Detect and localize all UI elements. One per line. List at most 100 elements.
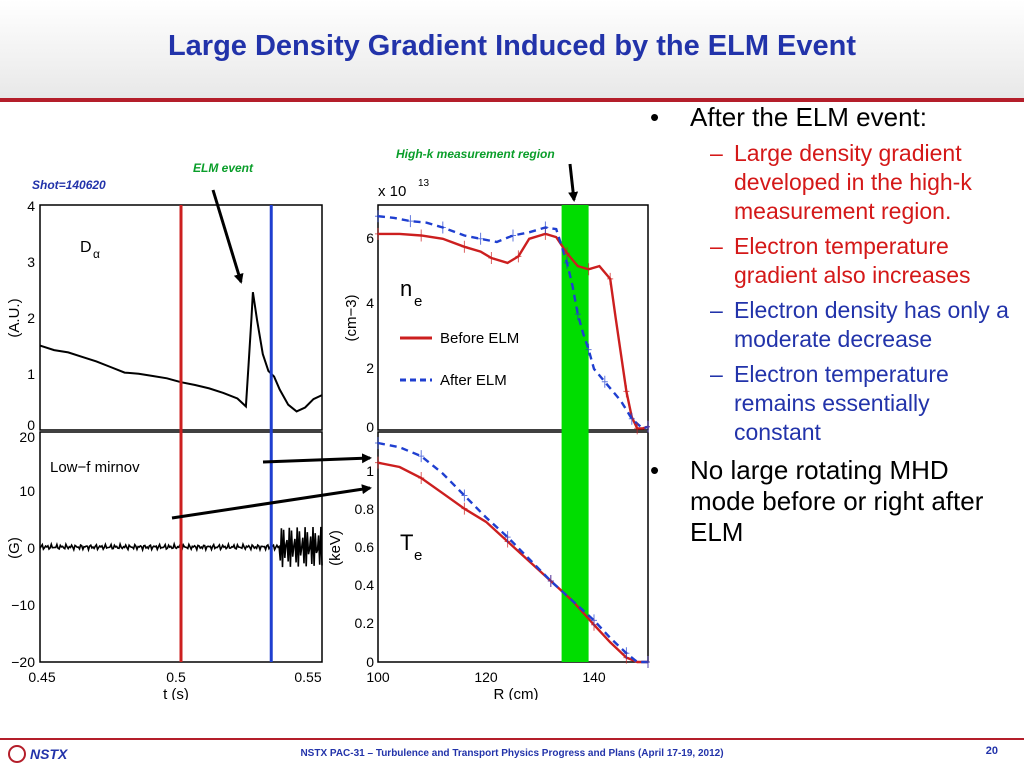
- te-ylabel: (keV): [327, 530, 344, 566]
- panel-te: [377, 431, 649, 663]
- ne-data-point-marker: [628, 412, 635, 425]
- ne-data-point-marker: [375, 210, 381, 223]
- te-after-elm-line: [377, 441, 648, 664]
- te-ytick: 0.4: [355, 577, 375, 593]
- sub-bullet-dash: –: [710, 233, 723, 259]
- bullet-dot: •: [650, 102, 660, 132]
- ne-after-elm-line: [377, 215, 649, 430]
- mirnov-ytick: 10: [19, 483, 35, 499]
- after-elm-arrow: [262, 453, 372, 464]
- bullet-no-mhd: • No large rotating MHD mode before or ri…: [648, 455, 1020, 548]
- sub-bullet-dash: –: [710, 361, 723, 387]
- sub-bullet-temp-gradient: – Electron temperature gradient also incr…: [648, 232, 1020, 290]
- highk-arrow: [568, 163, 579, 202]
- sub-bullet-text: Electron temperature remains essentially…: [734, 361, 949, 445]
- dalpha-label-sub: α: [93, 247, 100, 261]
- ne-data-point-marker: [585, 263, 592, 276]
- elm-event-annotation: ELM event: [193, 161, 254, 175]
- ne-data-point-marker: [375, 227, 381, 240]
- time-xtick: 0.45: [28, 669, 55, 685]
- title-rule: [0, 98, 1024, 102]
- time-xticks: 0.45 0.5 0.55: [28, 669, 321, 685]
- mirnov-label: Low−f mirnov: [50, 459, 140, 476]
- te-data-point-marker: [418, 472, 425, 484]
- before-elm-arrow: [171, 484, 372, 520]
- ne-data-point-marker: [515, 250, 522, 263]
- time-xtick: 0.55: [294, 669, 321, 685]
- te-data-point-marker: [547, 574, 554, 587]
- ne-data-point-marker: [585, 343, 592, 356]
- dalpha-ytick: 4: [27, 198, 35, 214]
- ne-data-point-marker: [510, 229, 516, 242]
- dalpha-ytick: 3: [27, 254, 35, 270]
- ne-label: n: [400, 276, 412, 301]
- mirnov-ytick: −10: [11, 597, 35, 613]
- ne-data-point-marker: [623, 385, 630, 398]
- dalpha-ytick: 0: [27, 417, 35, 433]
- footer-rule: [0, 738, 1024, 740]
- sub-bullet-density-decrease: – Electron density has only a moderate de…: [648, 296, 1020, 354]
- ne-data-point-marker: [439, 221, 446, 234]
- page-number: 20: [985, 745, 998, 757]
- mirnov-ylabel: (G): [6, 537, 23, 559]
- ne-data-point-marker: [564, 256, 570, 269]
- sub-bullet-dash: –: [710, 140, 723, 166]
- te-before-elm-line: [377, 461, 648, 664]
- figure: 0 1 2 3 4 −20 −10 0 10 20 0 2 4 6 0 0.2 …: [6, 147, 650, 700]
- te-data-point-marker: [623, 647, 630, 660]
- highk-annotation: High-k measurement region: [396, 147, 555, 161]
- bullet-list: • After the ELM event: – Large density gra…: [648, 100, 1020, 548]
- sub-bullet-text: Electron density has only a moderate dec…: [734, 297, 1009, 352]
- te-label-sub: e: [414, 547, 422, 564]
- ne-data-point-marker: [634, 422, 641, 435]
- radius-xlabel: R (cm): [494, 686, 539, 700]
- title-band: [0, 0, 1024, 98]
- te-data-point-marker: [504, 531, 511, 544]
- ne-ytick: 0: [366, 419, 374, 435]
- radius-xtick: 140: [582, 669, 606, 685]
- legend-after-label: After ELM: [440, 372, 507, 389]
- footer-text: NSTX PAC-31 – Turbulence and Transport P…: [300, 748, 724, 759]
- te-data-point-marker: [375, 436, 381, 449]
- ne-data-point-marker: [574, 308, 581, 321]
- sub-bullet-text: Electron temperature gradient also incre…: [734, 233, 971, 288]
- te-yticks: 0 0.2 0.4 0.6 0.8 1: [355, 463, 375, 670]
- radius-xtick: 100: [366, 669, 390, 685]
- te-label: T: [400, 530, 413, 555]
- nstx-logo-text: NSTX: [30, 746, 68, 762]
- te-data-point-marker: [375, 456, 381, 469]
- time-xlabel: t (s): [163, 686, 189, 700]
- te-data-point-marker: [645, 656, 650, 668]
- te-frame: [377, 431, 649, 663]
- radius-xticks: 100 120 140: [366, 669, 606, 685]
- nstx-logo-icon: [8, 745, 26, 763]
- ne-ytick: 6: [366, 230, 374, 246]
- ne-label-sub: e: [414, 293, 422, 310]
- ne-data-point-marker: [477, 232, 484, 245]
- shot-annotation: Shot=140620: [32, 178, 106, 192]
- ne-before-elm-line: [378, 232, 649, 430]
- sub-bullet-density-gradient: – Large density gradient developed in the…: [648, 139, 1020, 226]
- elm-event-arrow: [211, 189, 244, 284]
- legend-before-label: Before ELM: [440, 330, 519, 347]
- mirnov-ytick: 20: [19, 429, 35, 445]
- panel-ne: [377, 204, 649, 431]
- ne-data-point-marker: [607, 272, 614, 285]
- dalpha-yticks: 0 1 2 3 4: [27, 198, 35, 433]
- mirnov-ytick: −20: [11, 654, 35, 670]
- slide-title: Large Density Gradient Induced by the EL…: [167, 30, 857, 62]
- dalpha-label: D: [80, 239, 92, 256]
- te-ytick: 1: [366, 463, 374, 479]
- sub-bullet-temp-constant: – Electron temperature remains essentiall…: [648, 360, 1020, 447]
- ne-data-point-marker: [418, 229, 425, 242]
- te-data-point-marker: [461, 502, 468, 515]
- ne-frame: [377, 204, 649, 431]
- sub-bullet-text: Large density gradient developed in the …: [734, 140, 972, 224]
- dalpha-ytick: 2: [27, 310, 35, 326]
- bullet-dot: •: [650, 455, 660, 485]
- te-ytick: 0.8: [355, 501, 375, 517]
- ne-ytick: 4: [366, 295, 374, 311]
- ne-data-point-marker: [645, 420, 650, 433]
- mirnov-yticks: −20 −10 0 10 20: [11, 429, 35, 670]
- ne-yticks: 0 2 4 6: [366, 230, 374, 435]
